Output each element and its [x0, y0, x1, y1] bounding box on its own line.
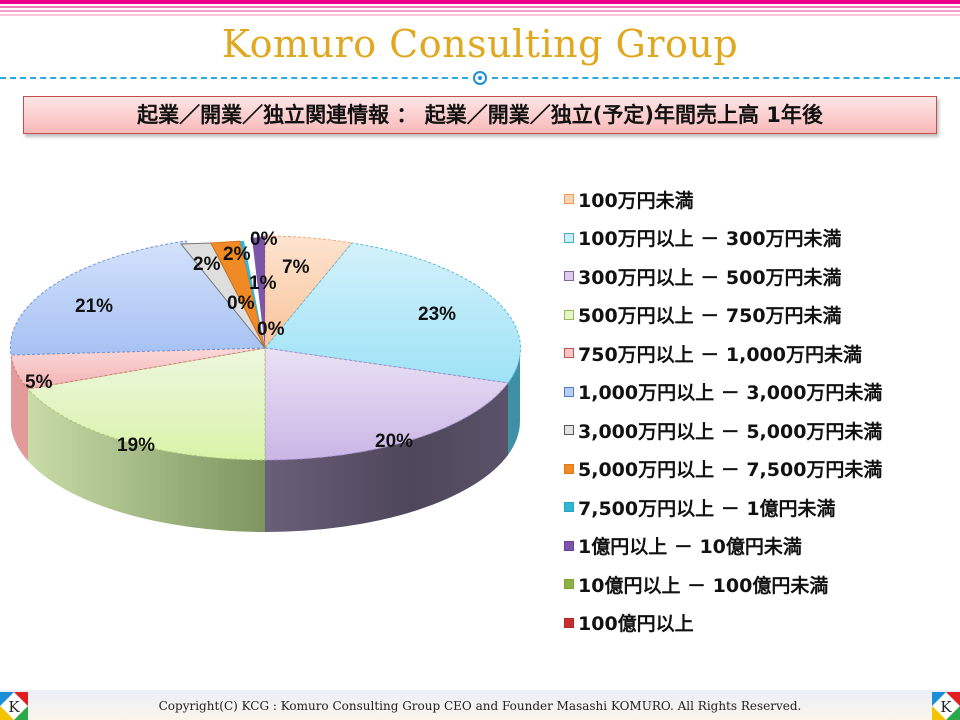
legend-swatch	[564, 540, 574, 551]
slice-100-300man	[264, 242, 521, 384]
label-0-mid: 0%	[227, 293, 255, 314]
header-stripes	[0, 0, 960, 18]
label-21: 21%	[75, 296, 113, 317]
legend-swatch	[564, 271, 574, 282]
legend-item: 5,000万円以上 － 7,500万円未満	[564, 450, 882, 489]
kcg-logo-icon: K	[932, 692, 960, 720]
kcg-logo-icon: K	[0, 692, 28, 720]
legend-swatch	[564, 348, 574, 359]
pie-side-cyan	[508, 348, 521, 455]
legend-swatch	[564, 194, 574, 205]
brand-title: Komuro Consulting Group	[221, 22, 739, 66]
legend-swatch	[564, 502, 574, 513]
svg-text:K: K	[940, 698, 952, 716]
slice-750-1000man	[10, 347, 266, 390]
legend-item: 1億円以上 － 10億円未満	[564, 527, 882, 566]
legend-item: 7,500万円以上 － 1億円未満	[564, 488, 882, 527]
legend-item: 3,000万円以上 － 5,000万円未満	[564, 411, 882, 450]
pie-side-green	[28, 389, 265, 532]
legend-swatch	[564, 386, 574, 397]
legend-swatch	[564, 579, 574, 590]
label-20: 20%	[375, 431, 413, 452]
legend-item: 100万円以上 － 300万円未満	[564, 219, 882, 258]
divider-right	[492, 77, 960, 79]
legend-item: 100億円以上	[564, 604, 882, 643]
target-icon	[473, 71, 487, 85]
legend-item: 100万円未満	[564, 180, 882, 219]
legend-item: 750万円以上 － 1,000万円未満	[564, 334, 882, 373]
label-2-grey: 2%	[193, 254, 221, 275]
legend-swatch	[564, 425, 574, 436]
legend-swatch	[564, 232, 574, 243]
label-7: 7%	[282, 257, 310, 278]
divider-left	[0, 77, 468, 79]
pie-side-lavender	[265, 383, 508, 533]
label-0-top: 0%	[250, 229, 278, 250]
legend-item: 500万円以上 － 750万円未満	[564, 296, 882, 335]
pie-chart: 7% 23% 20% 19% 5% 21% 2% 2% 0% 1% 0% 0%	[9, 229, 521, 533]
label-19: 19%	[117, 435, 155, 456]
label-5: 5%	[25, 372, 53, 393]
legend-item: 1,000万円以上 － 3,000万円未満	[564, 373, 882, 412]
slice-under-100man	[264, 235, 353, 350]
slice-300-500man	[264, 347, 509, 461]
label-0-bottom: 0%	[257, 319, 285, 340]
legend-swatch	[564, 463, 574, 474]
page-subtitle: 起業／開業／独立関連情報 ： 起業／開業／独立(予定)年間売上高 1年後	[23, 96, 937, 134]
slice-500-750man	[27, 347, 266, 461]
legend-item: 10億円以上 － 100億円未満	[564, 565, 882, 604]
copyright-text: Copyright(C) KCG : Komuro Consulting Gro…	[158, 699, 802, 713]
svg-text:K: K	[8, 698, 20, 716]
legend-swatch	[564, 309, 574, 320]
slice-1-10oku	[252, 236, 265, 348]
label-1: 1%	[249, 273, 277, 294]
legend-swatch	[564, 617, 574, 628]
label-2-orange: 2%	[223, 244, 251, 265]
footer-bar: Copyright(C) KCG : Komuro Consulting Gro…	[0, 690, 960, 720]
pie-side-pink	[11, 355, 28, 461]
legend-item: 300万円以上 － 500万円未満	[564, 257, 882, 296]
chart-legend: 100万円未満 100万円以上 － 300万円未満 300万円以上 － 500万…	[564, 180, 882, 642]
slice-7500man-1oku	[240, 241, 265, 348]
label-23: 23%	[418, 304, 456, 325]
